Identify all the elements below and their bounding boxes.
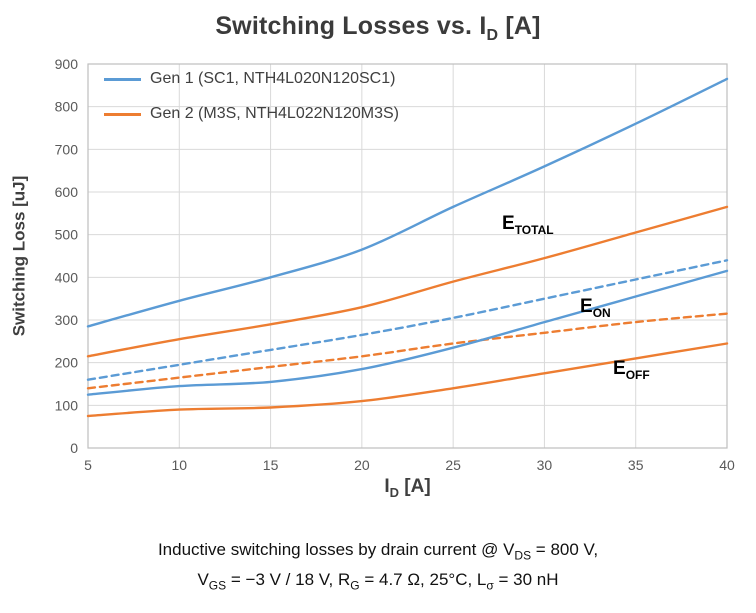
chart-title-subscript: D: [486, 27, 499, 44]
legend-item-gen2: Gen 2 (M3S, NTH4L022N120M3S): [104, 105, 399, 123]
x-axis-label-subscript: D: [389, 484, 399, 500]
caption-subscript: GS: [208, 577, 227, 592]
caption-subscript: G: [350, 577, 360, 592]
y-tick-label: 800: [55, 99, 79, 115]
x-axis-label: ID [A]: [88, 476, 727, 500]
y-tick-label: 100: [55, 397, 79, 413]
legend-label: Gen 1 (SC1, NTH4L020N120SC1): [150, 70, 396, 87]
annotation-etotal-main: E: [502, 213, 515, 234]
caption-text: = 30 nH: [493, 569, 559, 589]
x-axis-label-suffix: [A]: [399, 476, 431, 497]
x-tick-label: 40: [719, 457, 735, 473]
series-gen1-eoff: [86, 269, 729, 396]
x-axis-label-text: I: [384, 476, 390, 497]
series-gen2-eoff: [86, 342, 729, 418]
plot-border: [87, 63, 728, 449]
legend-swatch: [104, 77, 141, 81]
x-tick-label: 15: [263, 457, 279, 473]
legend-swatch: [104, 112, 141, 116]
annotation-eoff: EOFF: [613, 358, 650, 382]
annotation-eoff-sub: OFF: [625, 367, 650, 382]
caption-text: Inductive switching losses by drain curr…: [157, 540, 515, 559]
legend-item-gen1: Gen 1 (SC1, NTH4L020N120SC1): [104, 70, 399, 88]
y-tick-label: 400: [55, 269, 79, 285]
legend: Gen 1 (SC1, NTH4L020N120SC1) Gen 2 (M3S,…: [104, 70, 399, 123]
annotation-eon-sub: ON: [592, 305, 611, 320]
annotation-etotal: ETOTAL: [502, 213, 554, 237]
y-tick-label: 700: [55, 141, 79, 157]
series-gen2-eon: [86, 312, 729, 390]
legend-label: Gen 2 (M3S, NTH4L022N120M3S): [150, 105, 399, 122]
chart-title-text: Switching Losses vs. I: [215, 12, 487, 40]
annotation-eon-main: E: [580, 296, 593, 317]
y-tick-label: 900: [55, 56, 79, 72]
x-tick-label: 5: [84, 457, 92, 473]
annotation-eon: EON: [580, 296, 611, 320]
x-tick-label: 30: [537, 457, 553, 473]
caption: Inductive switching losses by drain curr…: [0, 536, 756, 595]
caption-text: = −3 V / 18 V, R: [226, 569, 351, 589]
series-gen1-eon: [86, 259, 729, 381]
y-tick-label: 200: [55, 355, 79, 371]
y-tick-label: 600: [55, 184, 79, 200]
chart-svg: 0 100 200 300 400 500 600 700 800 900 5 10 15 20 25 30 3…: [55, 56, 735, 473]
chart-title-suffix: [A]: [498, 12, 541, 40]
series-gen2-etotal: [86, 205, 729, 358]
caption-subscript: DS: [514, 548, 532, 563]
chart-title: Switching Losses vs. ID [A]: [0, 0, 756, 50]
x-tick-label: 20: [354, 457, 370, 473]
x-tick-label: 10: [171, 457, 187, 473]
caption-line-2: VGS = −3 V / 18 V, RG = 4.7 Ω, 25°C, Lσ …: [0, 566, 756, 596]
x-tick-label: 25: [445, 457, 461, 473]
caption-text: = 4.7 Ω, 25°C, L: [359, 569, 487, 589]
y-tick-label: 300: [55, 312, 79, 328]
annotation-etotal-sub: TOTAL: [514, 222, 554, 237]
caption-line-1: Inductive switching losses by drain curr…: [0, 536, 756, 566]
x-tick-label: 35: [628, 457, 644, 473]
y-tick-label: 0: [70, 440, 78, 456]
chart-area: 0 100 200 300 400 500 600 700 800 900 5 10 15 20 25 30 3…: [0, 50, 756, 510]
annotation-eoff-main: E: [613, 358, 626, 379]
caption-text: = 800 V,: [531, 540, 599, 559]
series-gen1-etotal: [86, 77, 729, 328]
caption-text: V: [197, 569, 209, 589]
y-tick-label: 500: [55, 227, 79, 243]
caption-subscript: σ: [486, 577, 494, 592]
